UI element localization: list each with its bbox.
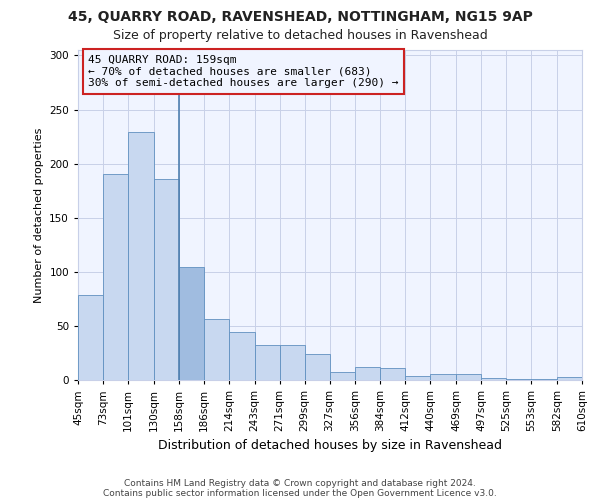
Bar (456, 374, 481, 380)
X-axis label: Distribution of detached houses by size in Ravenshead: Distribution of detached houses by size … (158, 440, 502, 452)
Text: 45 QUARRY ROAD: 159sqm
← 70% of detached houses are smaller (683)
30% of semi-de: 45 QUARRY ROAD: 159sqm ← 70% of detached… (88, 55, 398, 88)
Bar (380, 368, 406, 380)
Bar (506, 379, 531, 380)
Bar (179, 268, 204, 380)
Bar (329, 372, 355, 380)
Bar (280, 346, 305, 380)
Bar (355, 367, 380, 380)
Text: Contains public sector information licensed under the Open Government Licence v3: Contains public sector information licen… (103, 488, 497, 498)
Bar (103, 174, 128, 380)
Bar (229, 332, 254, 380)
Bar (254, 346, 280, 380)
Bar (128, 132, 154, 380)
Text: Size of property relative to detached houses in Ravenshead: Size of property relative to detached ho… (113, 29, 487, 42)
Bar (531, 379, 557, 380)
Bar (305, 354, 329, 380)
Text: Contains HM Land Registry data © Crown copyright and database right 2024.: Contains HM Land Registry data © Crown c… (124, 478, 476, 488)
Text: 45, QUARRY ROAD, RAVENSHEAD, NOTTINGHAM, NG15 9AP: 45, QUARRY ROAD, RAVENSHEAD, NOTTINGHAM,… (68, 10, 532, 24)
Bar (204, 320, 229, 380)
Y-axis label: Number of detached properties: Number of detached properties (34, 128, 44, 302)
Bar (557, 377, 582, 380)
Bar (430, 374, 456, 380)
Bar (481, 378, 506, 380)
Bar (154, 179, 179, 380)
Bar (78, 294, 103, 380)
Bar (406, 376, 430, 380)
